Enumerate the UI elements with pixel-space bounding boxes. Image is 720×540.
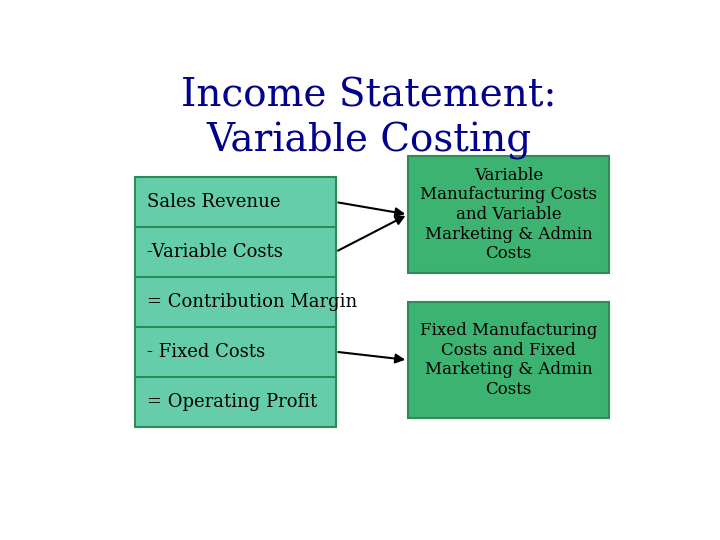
Bar [408, 302, 609, 418]
Bar [408, 156, 609, 273]
Text: Income Statement:
Variable Costing: Income Statement: Variable Costing [181, 77, 557, 160]
Text: Fixed Manufacturing
Costs and Fixed
Marketing & Admin
Costs: Fixed Manufacturing Costs and Fixed Mark… [420, 322, 597, 398]
Text: Variable
Manufacturing Costs
and Variable
Marketing & Admin
Costs: Variable Manufacturing Costs and Variabl… [420, 167, 597, 262]
Bar [135, 177, 336, 427]
Text: = Operating Profit: = Operating Profit [147, 393, 318, 410]
Text: -Variable Costs: -Variable Costs [147, 243, 283, 261]
Text: - Fixed Costs: - Fixed Costs [147, 343, 265, 361]
Text: Sales Revenue: Sales Revenue [147, 193, 280, 211]
Text: = Contribution Margin: = Contribution Margin [147, 293, 357, 311]
